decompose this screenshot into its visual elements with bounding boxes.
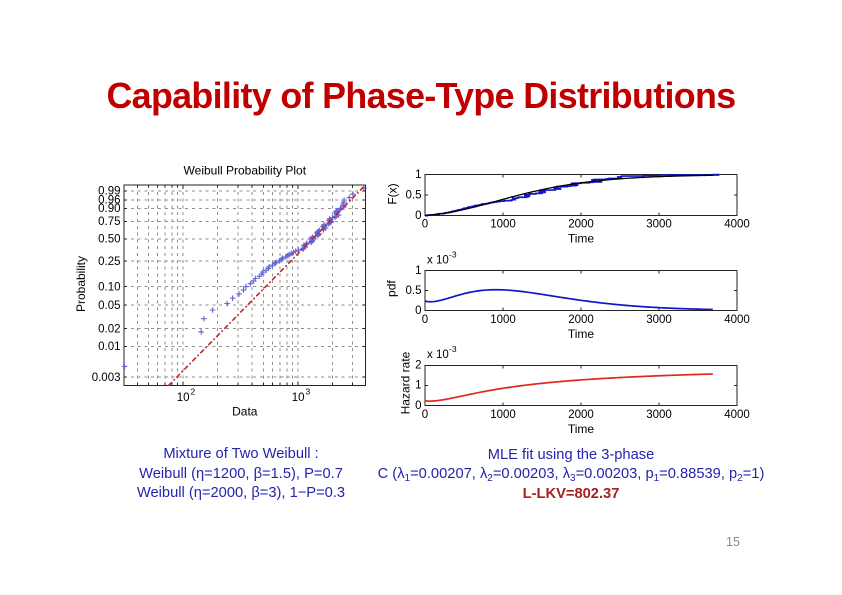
svg-text:4000: 4000 bbox=[724, 314, 750, 326]
svg-text:0: 0 bbox=[422, 314, 428, 326]
svg-text:0: 0 bbox=[415, 400, 421, 412]
svg-text:0.05: 0.05 bbox=[98, 300, 120, 312]
svg-text:0.90: 0.90 bbox=[98, 203, 120, 215]
svg-text:2000: 2000 bbox=[568, 219, 594, 231]
svg-text:0.10: 0.10 bbox=[98, 282, 120, 294]
svg-text:Hazard rate: Hazard rate bbox=[399, 351, 413, 414]
svg-text:0.003: 0.003 bbox=[92, 372, 121, 384]
svg-text:2: 2 bbox=[191, 387, 196, 397]
svg-text:3: 3 bbox=[306, 387, 311, 397]
svg-text:0.5: 0.5 bbox=[406, 285, 422, 297]
svg-text:0.01: 0.01 bbox=[98, 341, 120, 353]
svg-text:0.99: 0.99 bbox=[98, 186, 120, 198]
svg-text:10: 10 bbox=[292, 392, 305, 404]
svg-text:Data: Data bbox=[232, 405, 258, 419]
svg-text:x 10: x 10 bbox=[427, 255, 449, 267]
svg-text:2000: 2000 bbox=[568, 409, 594, 421]
svg-text:1: 1 bbox=[415, 169, 421, 181]
svg-text:3000: 3000 bbox=[646, 219, 672, 231]
svg-text:0.96: 0.96 bbox=[98, 195, 120, 207]
svg-text:0: 0 bbox=[422, 219, 428, 231]
svg-text:F(x): F(x) bbox=[386, 183, 400, 204]
svg-text:Time: Time bbox=[568, 232, 595, 246]
svg-text:10: 10 bbox=[177, 392, 190, 404]
svg-text:4000: 4000 bbox=[724, 219, 750, 231]
svg-text:4000: 4000 bbox=[724, 409, 750, 421]
svg-text:Time: Time bbox=[568, 327, 595, 341]
svg-text:1000: 1000 bbox=[490, 409, 516, 421]
svg-text:0: 0 bbox=[415, 210, 421, 222]
svg-text:3000: 3000 bbox=[646, 314, 672, 326]
svg-text:2000: 2000 bbox=[568, 314, 594, 326]
svg-text:0.50: 0.50 bbox=[98, 234, 120, 246]
svg-text:0: 0 bbox=[415, 305, 421, 317]
svg-text:-3: -3 bbox=[449, 250, 457, 260]
svg-text:pdf: pdf bbox=[385, 280, 399, 297]
svg-text:3000: 3000 bbox=[646, 409, 672, 421]
svg-text:1: 1 bbox=[415, 380, 421, 392]
svg-text:x 10: x 10 bbox=[427, 349, 449, 361]
svg-text:1000: 1000 bbox=[490, 219, 516, 231]
svg-text:0.25: 0.25 bbox=[98, 256, 120, 268]
svg-text:2: 2 bbox=[415, 360, 421, 372]
svg-text:0.02: 0.02 bbox=[98, 323, 120, 335]
svg-text:0: 0 bbox=[422, 409, 428, 421]
svg-text:0.75: 0.75 bbox=[98, 216, 120, 228]
svg-text:1000: 1000 bbox=[490, 314, 516, 326]
svg-text:0.5: 0.5 bbox=[406, 189, 422, 201]
svg-text:Weibull Probability Plot: Weibull Probability Plot bbox=[184, 164, 307, 178]
svg-text:Time: Time bbox=[568, 422, 595, 436]
svg-text:Probability: Probability bbox=[74, 256, 88, 312]
svg-text:1: 1 bbox=[415, 265, 421, 277]
svg-text:-3: -3 bbox=[449, 344, 457, 354]
